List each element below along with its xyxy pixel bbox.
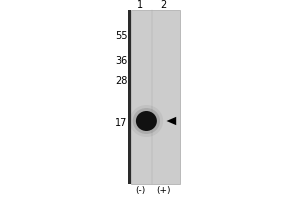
Text: 2: 2 <box>160 0 166 10</box>
Bar <box>128 10 130 184</box>
Ellipse shape <box>136 111 157 131</box>
Text: 1: 1 <box>137 0 143 10</box>
Text: (+): (+) <box>156 186 171 196</box>
Ellipse shape <box>130 105 163 137</box>
Ellipse shape <box>133 108 160 134</box>
Text: 17: 17 <box>115 118 128 128</box>
Bar <box>130 10 180 184</box>
Text: (-): (-) <box>135 186 146 196</box>
Text: 55: 55 <box>115 31 128 41</box>
Polygon shape <box>167 117 176 125</box>
Text: 28: 28 <box>115 76 128 86</box>
Text: 36: 36 <box>115 56 128 66</box>
